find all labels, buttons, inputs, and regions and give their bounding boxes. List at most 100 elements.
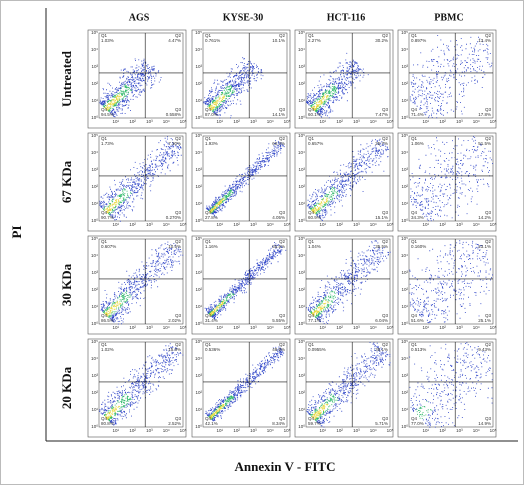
flow-panel: 10⁰10¹10¹10²10²10³10³10⁴10⁴10⁵10⁵Q11.02%… bbox=[87, 338, 187, 438]
x-tick-label: 10² bbox=[233, 222, 240, 227]
y-tick-label: 10⁰ bbox=[298, 424, 305, 429]
y-tick-label: 10⁵ bbox=[401, 339, 408, 344]
quadrant-percent: 1.06% bbox=[411, 141, 424, 146]
y-tick-label: 10⁵ bbox=[298, 30, 305, 35]
row-label: 67 KDa bbox=[59, 160, 74, 203]
plot-area bbox=[202, 32, 288, 119]
quadrant-percent: 4.47% bbox=[168, 38, 181, 43]
quadrant-percent: 1.02% bbox=[101, 347, 114, 352]
quadrant-name: Q2 bbox=[279, 239, 286, 244]
panel-border bbox=[294, 29, 394, 129]
quadrant-percent: 94.5% bbox=[101, 112, 114, 117]
scatter-cloud bbox=[306, 240, 391, 324]
y-tick-label: 10³ bbox=[91, 167, 98, 172]
scatter-peak bbox=[311, 197, 329, 214]
x-tick-label: 10⁴ bbox=[163, 428, 170, 433]
scatter-peak bbox=[104, 93, 122, 111]
x-tick-label: 10¹ bbox=[423, 119, 430, 124]
y-tick-label: 10² bbox=[91, 184, 98, 189]
x-tick-label: 10⁴ bbox=[267, 325, 274, 330]
y-tick-label: 10¹ bbox=[91, 201, 98, 206]
plot-area bbox=[98, 341, 184, 428]
x-tick-label: 10⁴ bbox=[473, 222, 480, 227]
quadrant-name: Q4 bbox=[101, 416, 108, 421]
y-tick-label: 10¹ bbox=[91, 304, 98, 309]
y-tick-label: 10³ bbox=[91, 270, 98, 275]
quadrant-percent: 0.607% bbox=[101, 244, 116, 249]
quadrant-percent: 2.52% bbox=[168, 421, 181, 426]
flow-panel: 10⁰10¹10¹10²10²10³10³10⁴10⁴10⁵10⁵Q11.16%… bbox=[191, 235, 291, 335]
x-tick-label: 10⁵ bbox=[387, 119, 394, 124]
y-tick-label: 10⁵ bbox=[195, 133, 202, 138]
quadrant-percent: 14.1% bbox=[272, 112, 285, 117]
y-tick-label: 10³ bbox=[298, 64, 305, 69]
flow-panel: 10⁰10¹10¹10²10²10³10³10⁴10⁴10⁵10⁵Q11.04%… bbox=[294, 235, 394, 335]
x-axis-label: Annexin V - FITC bbox=[234, 459, 335, 474]
x-tick-label: 10³ bbox=[353, 428, 360, 433]
flow-panel: 10⁰10¹10¹10²10²10³10³10⁴10⁴10⁵10⁵Q11.93%… bbox=[191, 132, 291, 232]
quadrant-name: Q1 bbox=[205, 136, 212, 141]
x-tick-label: 10² bbox=[439, 119, 446, 124]
quadrant-name: Q4 bbox=[411, 416, 418, 421]
x-tick-label: 10⁴ bbox=[267, 222, 274, 227]
y-tick-label: 10⁴ bbox=[298, 150, 305, 155]
quadrant-percent: 1.93% bbox=[205, 141, 218, 146]
x-tick-label: 10⁵ bbox=[180, 222, 187, 227]
quadrant-name: Q2 bbox=[279, 33, 286, 38]
y-tick-label: 10¹ bbox=[91, 407, 98, 412]
y-tick-label: 10⁰ bbox=[298, 115, 305, 120]
x-tick-label: 10⁴ bbox=[163, 325, 170, 330]
x-tick-label: 10³ bbox=[146, 325, 153, 330]
y-tick-label: 10³ bbox=[195, 167, 202, 172]
y-tick-label: 10⁴ bbox=[91, 47, 98, 52]
x-tick-label: 10⁵ bbox=[180, 119, 187, 124]
quadrant-percent: 14.2% bbox=[478, 215, 491, 220]
flow-panel: 10⁰10¹10¹10²10²10³10³10⁴10⁴10⁵10⁵Q11.06%… bbox=[397, 132, 497, 232]
quadrant-percent: 77.0% bbox=[411, 421, 424, 426]
scatter-core bbox=[208, 395, 235, 420]
y-tick-label: 10¹ bbox=[401, 201, 408, 206]
scatter-peak bbox=[209, 404, 225, 419]
quadrant-name: Q2 bbox=[485, 33, 492, 38]
flow-panel: 10⁰10¹10¹10²10²10³10³10⁴10⁴10⁵10⁵Q10.761… bbox=[191, 29, 291, 129]
panel-border bbox=[294, 132, 394, 232]
scatter-peak bbox=[209, 198, 226, 213]
scatter-cloud bbox=[100, 241, 184, 325]
y-tick-label: 10³ bbox=[298, 167, 305, 172]
y-tick-label: 10¹ bbox=[298, 201, 305, 206]
quadrant-percent: 35.5% bbox=[375, 244, 388, 249]
quadrant-percent: 13.4% bbox=[478, 38, 491, 43]
x-tick-label: 10² bbox=[129, 325, 136, 330]
y-tick-label: 10² bbox=[91, 287, 98, 292]
x-tick-label: 10³ bbox=[353, 325, 360, 330]
scatter-peak bbox=[311, 403, 329, 420]
y-tick-label: 10³ bbox=[298, 373, 305, 378]
row-label: 30 KDa bbox=[59, 263, 74, 306]
x-tick-label: 10³ bbox=[146, 119, 153, 124]
x-tick-label: 10⁵ bbox=[387, 325, 394, 330]
x-tick-label: 10⁵ bbox=[284, 119, 291, 124]
y-tick-label: 10⁰ bbox=[91, 321, 98, 326]
quadrant-percent: 1.73% bbox=[101, 141, 114, 146]
column-header: AGS bbox=[129, 12, 150, 23]
flow-panel: 10⁰10¹10¹10²10²10³10³10⁴10⁴10⁵10⁵Q11.03%… bbox=[87, 29, 187, 129]
y-tick-label: 10² bbox=[401, 390, 408, 395]
quadrant-name: Q3 bbox=[279, 107, 286, 112]
scatter-cloud bbox=[306, 52, 369, 119]
quadrant-name: Q4 bbox=[205, 210, 212, 215]
x-tick-label: 10² bbox=[129, 222, 136, 227]
quadrant-name: Q2 bbox=[279, 136, 286, 141]
quadrant-name: Q2 bbox=[175, 136, 182, 141]
flow-panel: 10⁰10¹10¹10²10²10³10³10⁴10⁴10⁵10⁵Q11.73%… bbox=[87, 132, 187, 232]
panel-border bbox=[294, 235, 394, 335]
y-tick-label: 10³ bbox=[91, 373, 98, 378]
y-tick-label: 10¹ bbox=[298, 304, 305, 309]
quadrant-percent: 0.536% bbox=[205, 347, 220, 352]
quadrant-name: Q3 bbox=[485, 107, 492, 112]
flow-panel: 10⁰10¹10¹10²10²10³10³10⁴10⁴10⁵10⁵Q10.657… bbox=[294, 132, 394, 232]
quadrant-name: Q4 bbox=[205, 107, 212, 112]
y-tick-label: 10⁰ bbox=[298, 321, 305, 326]
y-tick-label: 10⁵ bbox=[195, 30, 202, 35]
y-tick-label: 10² bbox=[195, 390, 202, 395]
y-tick-label: 10³ bbox=[298, 270, 305, 275]
